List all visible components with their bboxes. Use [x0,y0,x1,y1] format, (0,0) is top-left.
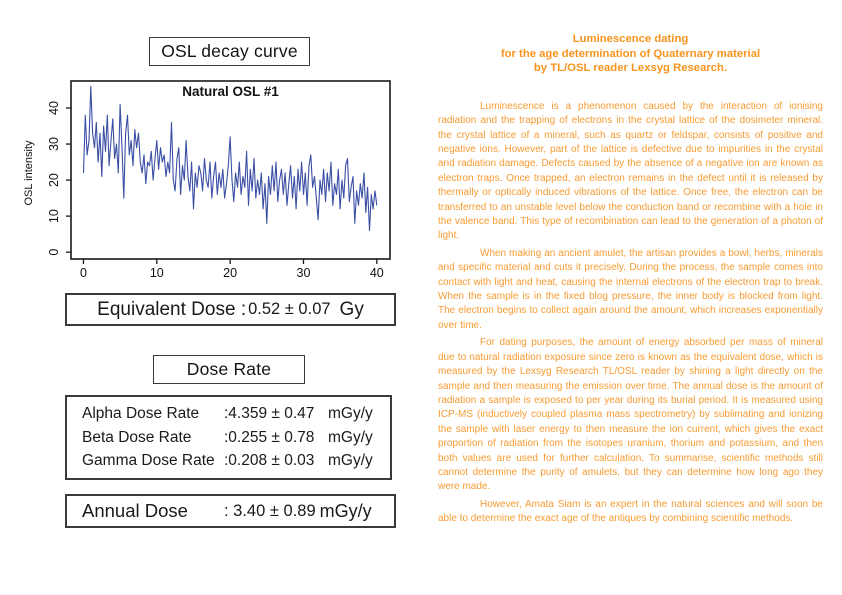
beta-dose-label: Beta Dose Rate [82,428,192,446]
equivalent-dose-box: Equivalent Dose : 0.52 ± 0.07 Gy [65,293,396,326]
alpha-dose-unit: mGy/y [328,404,373,422]
beta-dose-value: :0.255 ± 0.78 [224,428,315,446]
osl-decay-line [82,85,378,232]
annual-dose-value: : 3.40 ± 0.89 [224,501,316,520]
chart-title: Natural OSL #1 [182,84,279,99]
y-tick-label: 30 [47,137,61,151]
y-tick-label: 40 [47,101,61,115]
article-title-line2: for the age determination of Quaternary … [500,47,761,60]
x-tick-label: 0 [80,266,87,280]
osl-decay-curve-heading: OSL decay curve [149,37,310,66]
alpha-dose-label: Alpha Dose Rate [82,404,200,422]
y-tick-label: 20 [47,173,61,187]
dose-rate-heading: Dose Rate [153,355,305,384]
article-column: Luminescence dating for the age determin… [438,32,823,530]
equivalent-dose-value: 0.52 ± 0.07 [248,300,331,318]
article-paragraph: When making an ancient amulet, the artis… [438,247,823,331]
gamma-dose-unit: mGy/y [328,452,373,470]
gamma-dose-label: Gamma Dose Rate [82,452,215,470]
annual-dose-unit: mGy/y [319,500,372,521]
alpha-dose-value: :4.359 ± 0.47 [224,404,315,422]
article-title: Luminescence dating for the age determin… [438,32,823,76]
table-row-alpha: Alpha Dose Rate :4.359 ± 0.47 mGy/y [67,405,390,423]
y-tick-label: 10 [47,209,61,223]
equivalent-dose-label: Equivalent Dose : [97,298,247,320]
article-paragraph: For dating purposes, the amount of energ… [438,337,823,493]
annual-dose-box: Annual Dose : 3.40 ± 0.89 mGy/y [65,494,396,528]
osl-decay-curve-heading-label: OSL decay curve [161,41,298,61]
y-tick-label: 0 [47,249,61,256]
x-tick-label: 40 [370,266,384,280]
article-title-line3: by TL/OSL reader Lexsyg Research. [533,62,728,75]
gamma-dose-value: :0.208 ± 0.03 [224,452,315,470]
table-row-gamma: Gamma Dose Rate :0.208 ± 0.03 mGy/y [67,452,390,470]
x-tick-label: 20 [223,266,237,280]
dose-rate-heading-label: Dose Rate [186,359,272,379]
annual-dose-label: Annual Dose [82,500,188,521]
osl-decay-chart: 0 10 20 30 40 0 10 20 30 40 OSL intensity Natural O… [23,80,391,280]
article-paragraph: Luminescence is a phenomenon caused by t… [438,100,823,242]
dose-rate-table: Alpha Dose Rate :4.359 ± 0.47 mGy/y Beta… [65,395,392,480]
table-row-beta: Beta Dose Rate :0.255 ± 0.78 mGy/y [67,429,390,447]
y-axis-label: OSL intensity [23,140,35,206]
x-tick-label: 30 [297,266,311,280]
article-body: Luminescence is a phenomenon caused by t… [438,100,823,527]
article-paragraph: However, Amata Siam is an expert in the … [438,498,823,525]
beta-dose-unit: mGy/y [328,428,373,446]
x-tick-label: 10 [150,266,164,280]
article-title-line1: Luminescence dating [572,33,689,45]
equivalent-dose-unit: Gy [339,298,364,320]
